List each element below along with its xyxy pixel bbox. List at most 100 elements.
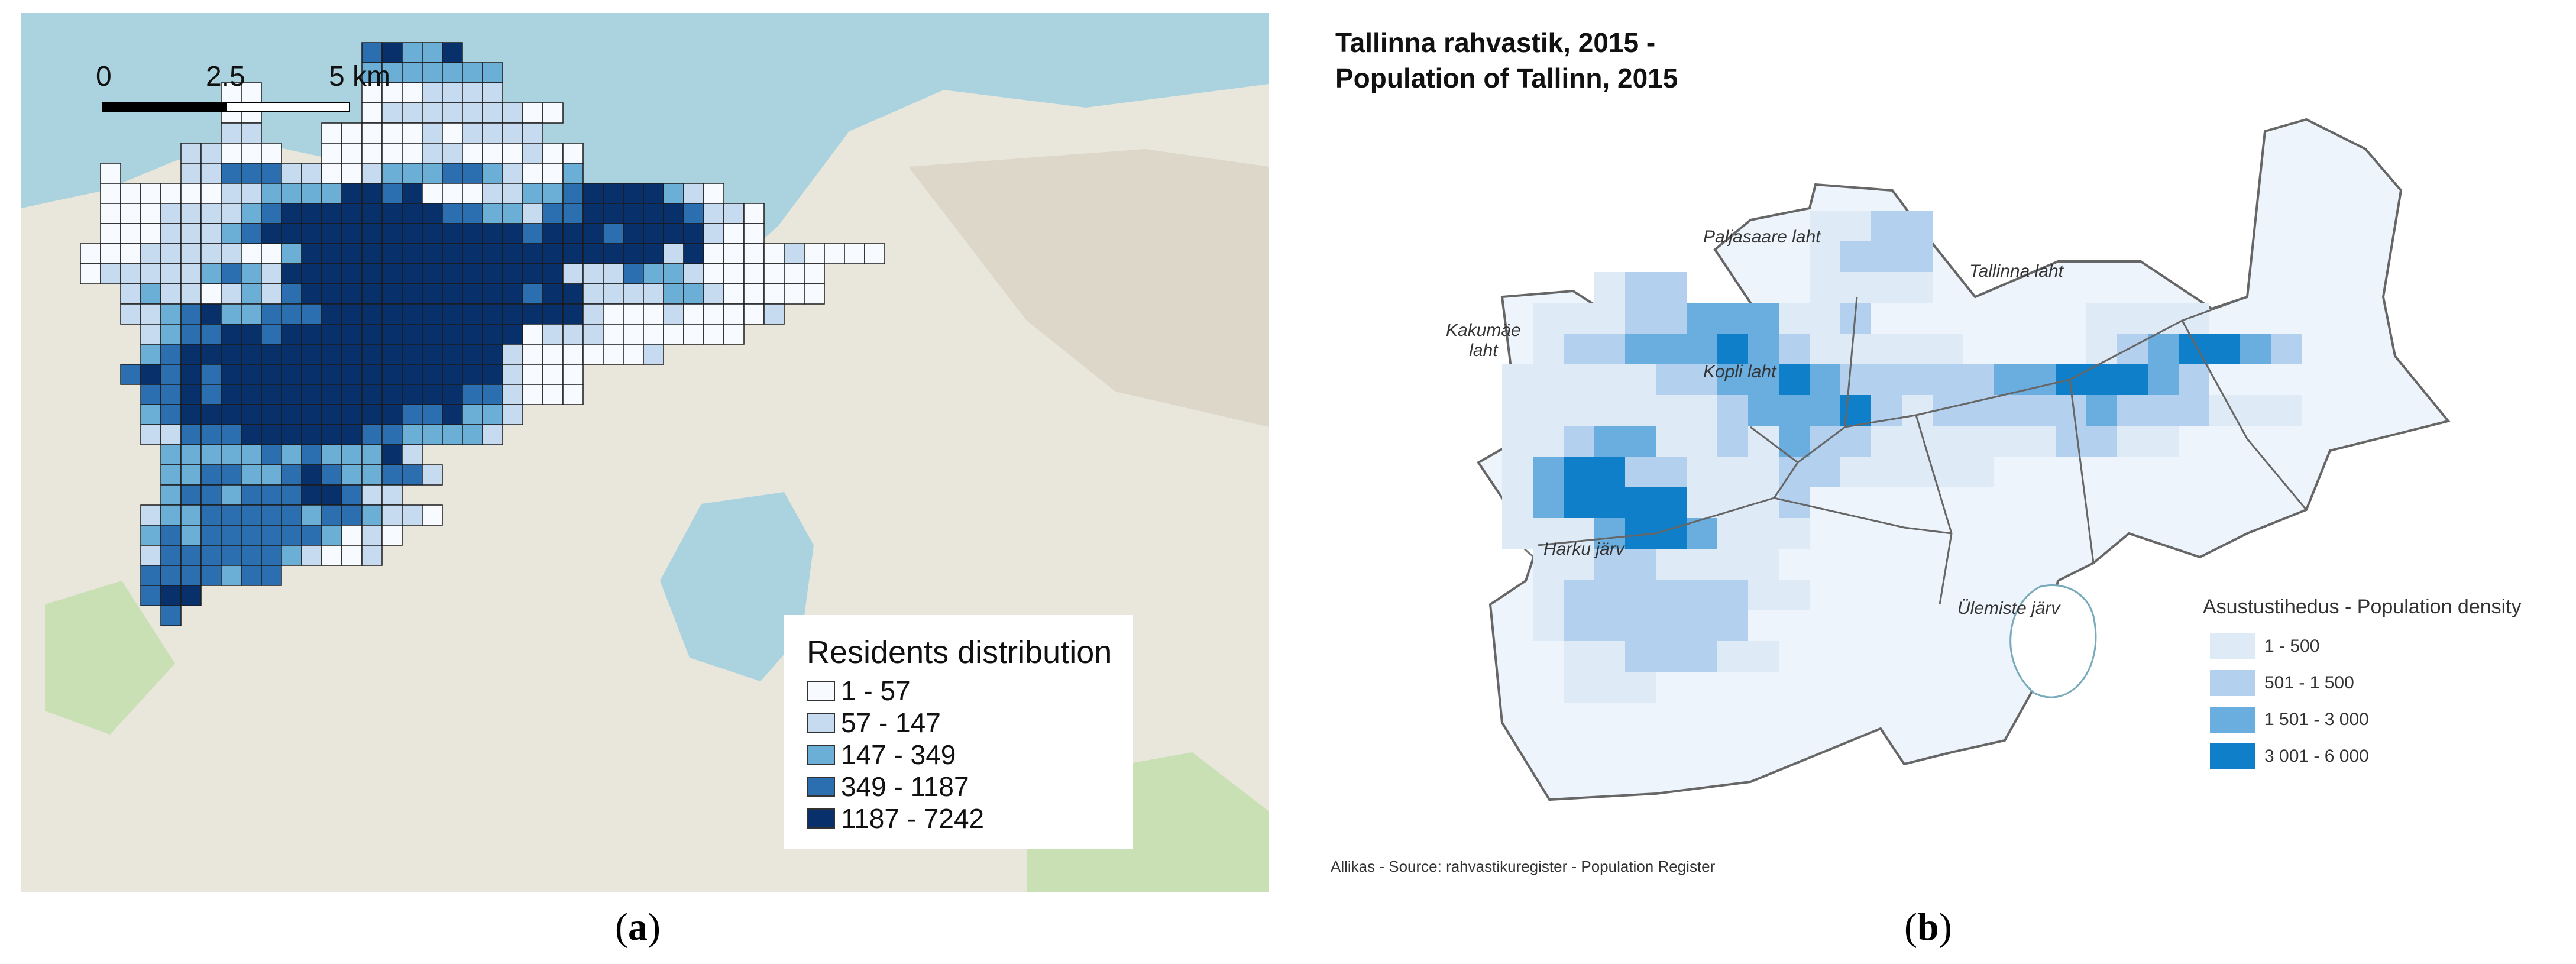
grid-cell	[462, 82, 483, 103]
grid-cell	[261, 404, 282, 425]
legend-label-5: 1187 - 7242	[841, 803, 985, 834]
grid-cell	[160, 203, 182, 224]
grid-cell	[261, 364, 282, 385]
grid-cell	[422, 424, 443, 445]
grid-cell	[200, 565, 222, 586]
density-cell	[2025, 364, 2056, 395]
grid-cell	[482, 243, 503, 264]
density-cell	[1687, 641, 1717, 672]
grid-cell	[281, 424, 302, 445]
grid-cell	[361, 183, 383, 204]
grid-cell	[402, 404, 423, 425]
grid-cell	[321, 484, 342, 506]
grid-cell	[241, 484, 262, 506]
grid-cell	[683, 203, 704, 224]
grid-cell	[683, 243, 704, 264]
density-cell	[1564, 672, 1594, 703]
grid-cell	[402, 303, 423, 325]
grid-cell	[502, 122, 523, 144]
density-cell	[1871, 457, 1902, 487]
grid-cell	[180, 525, 202, 546]
density-cell	[1933, 364, 1963, 395]
grid-cell	[241, 223, 262, 244]
grid-cell	[562, 163, 584, 184]
grid-cell	[341, 324, 363, 345]
density-cell	[1840, 457, 1871, 487]
grid-cell	[462, 163, 483, 184]
density-cell	[1810, 457, 1840, 487]
grid-cell	[200, 384, 222, 405]
grid-cell	[502, 183, 523, 204]
scale-label-5km: 5 km	[329, 61, 391, 92]
grid-cell	[120, 223, 141, 244]
grid-cell	[562, 303, 584, 325]
grid-cell	[341, 464, 363, 486]
density-cell	[2148, 364, 2179, 395]
grid-cell	[743, 303, 765, 325]
grid-cell	[542, 203, 564, 224]
grid-cell	[321, 243, 342, 264]
grid-cell	[281, 504, 302, 526]
density-cell	[1533, 303, 1564, 334]
map-title: Tallinna rahvastik, 2015 - Population of…	[1335, 25, 1678, 96]
grid-cell	[221, 143, 242, 164]
density-cell	[2025, 426, 2056, 457]
density-cell	[1717, 395, 1748, 426]
density-cell	[1656, 334, 1687, 364]
label-harku: Harku järv	[1543, 539, 1624, 559]
grid-cell	[482, 203, 503, 224]
grid-cell	[281, 223, 302, 244]
grid-cell	[140, 565, 161, 586]
grid-cell	[542, 143, 564, 164]
grid-cell	[301, 404, 322, 425]
density-cell	[1717, 426, 1748, 457]
grid-cell	[522, 283, 543, 305]
grid-cell	[462, 324, 483, 345]
grid-cell	[241, 203, 262, 224]
grid-cell	[422, 223, 443, 244]
grid-cell	[341, 243, 363, 264]
density-cell	[1840, 211, 1871, 241]
lake-ulemiste	[2009, 584, 2097, 698]
density-cell	[1717, 364, 1748, 395]
grid-cell	[442, 424, 463, 445]
grid-cell	[221, 504, 242, 526]
grid-cell	[542, 243, 564, 264]
grid-cell	[281, 404, 302, 425]
grid-cell	[120, 263, 141, 284]
grid-cell	[462, 263, 483, 284]
grid-cell	[502, 263, 523, 284]
grid-cell	[200, 424, 222, 445]
grid-cell	[321, 183, 342, 204]
grid-cell	[200, 143, 222, 164]
grid-cell	[160, 585, 182, 606]
density-cell	[1871, 364, 1902, 395]
density-cell	[1533, 334, 1564, 364]
density-cell	[2117, 334, 2148, 364]
grid-cell	[341, 504, 363, 526]
legend-density: Asustustihedus - Population density 1 - …	[2203, 596, 2567, 775]
grid-cell	[422, 42, 443, 63]
grid-cell	[200, 504, 222, 526]
grid-cell	[723, 203, 745, 224]
grid-cell	[180, 344, 202, 365]
grid-cell	[140, 324, 161, 345]
grid-cell	[482, 404, 503, 425]
grid-cell	[160, 444, 182, 465]
grid-cell	[683, 324, 704, 345]
grid-cell	[180, 143, 202, 164]
grid-cell	[723, 243, 745, 264]
density-cell	[2086, 426, 2117, 457]
grid-cell	[663, 203, 684, 224]
grid-cell	[763, 243, 785, 264]
label-tallinna-laht: Tallinna laht	[1969, 261, 2064, 281]
grid-cell	[502, 344, 523, 365]
grid-cell	[663, 324, 684, 345]
density-cell	[1902, 241, 1933, 272]
grid-cell	[381, 62, 403, 83]
grid-cell	[200, 243, 222, 264]
density-cell	[2148, 395, 2179, 426]
grid-cell	[100, 183, 121, 204]
grid-cell	[462, 143, 483, 164]
density-cell	[1687, 303, 1717, 334]
